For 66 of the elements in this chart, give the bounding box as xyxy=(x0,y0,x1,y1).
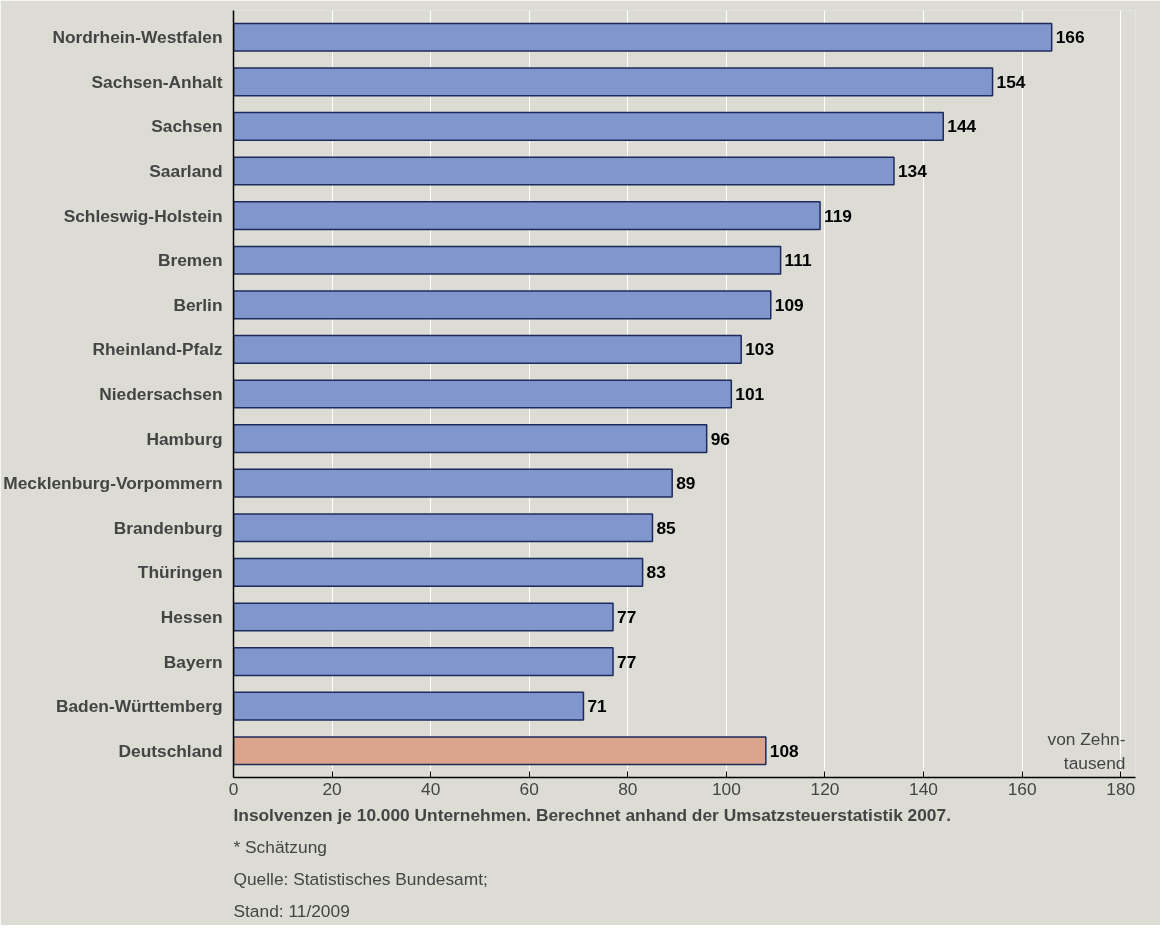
x-tick-label: 120 xyxy=(810,778,840,799)
y-tick-label: Brandenburg xyxy=(113,517,223,538)
y-tick-label: Sachsen-Anhalt xyxy=(91,71,223,92)
data-label: 77 xyxy=(617,651,637,672)
y-tick-label: Rheinland-Pfalz xyxy=(92,339,223,360)
y-tick-label: Sachsen xyxy=(151,116,223,137)
data-label: 77 xyxy=(617,606,637,627)
bar xyxy=(233,557,644,587)
text: Insolvenzen je 10.000 Unternehmen. Berechnet anhand der Umsatzsteuerstatistik 2007. xyxy=(233,804,951,825)
data-label: 103 xyxy=(745,339,775,360)
x-tick-label: 80 xyxy=(618,778,638,799)
data-label: 109 xyxy=(774,294,804,315)
bar xyxy=(233,691,585,721)
x-tick-label: 160 xyxy=(1007,778,1037,799)
bar xyxy=(233,67,994,97)
y-tick-label: Bayern xyxy=(163,651,223,672)
bar xyxy=(233,22,1053,52)
y-tick-label: Hessen xyxy=(160,606,223,627)
x-axis-title: von Zehn- tausend xyxy=(1047,729,1126,774)
bar xyxy=(233,468,673,498)
bar xyxy=(233,290,772,320)
bar xyxy=(233,736,767,766)
data-label: 111 xyxy=(784,250,812,271)
data-label: 89 xyxy=(676,473,696,494)
data-label: 154 xyxy=(996,71,1026,92)
bar xyxy=(233,334,742,364)
x-tick-label: 60 xyxy=(519,778,539,799)
data-label: 166 xyxy=(1055,27,1085,48)
y-tick-label: Deutschland xyxy=(118,740,223,761)
x-tick-label: 40 xyxy=(421,778,441,799)
x-tick-label: 140 xyxy=(909,778,939,799)
source-note: Quelle: Statistisches Bundesamt; xyxy=(233,868,488,889)
bar xyxy=(233,602,614,632)
text: * Schätzung xyxy=(233,836,327,857)
y-tick-label: Hamburg xyxy=(146,428,223,449)
data-label: 101 xyxy=(735,384,765,404)
data-label: 134 xyxy=(897,161,928,182)
x-tick-label: 0 xyxy=(228,778,239,799)
data-label: 108 xyxy=(769,740,800,761)
bar xyxy=(233,156,895,186)
bar xyxy=(233,111,945,142)
bar xyxy=(233,379,733,409)
y-tick-label: Mecklenburg-Vorpommern xyxy=(3,473,223,494)
bar xyxy=(233,424,708,454)
y-tick-label: Schleswig-Holstein xyxy=(63,205,223,226)
y-tick-label: Bremen xyxy=(157,250,223,271)
y-tick-label: Baden-Württemberg xyxy=(55,696,223,717)
bar xyxy=(233,201,821,231)
x-tick-label: 100 xyxy=(711,778,741,799)
data-label: 83 xyxy=(646,562,667,583)
x-tick-label: 180 xyxy=(1106,778,1136,799)
bar xyxy=(233,245,782,275)
text: Stand: 11/2009 xyxy=(233,900,350,921)
data-label: 119 xyxy=(824,205,853,226)
bar xyxy=(233,513,654,543)
data-label: 71 xyxy=(587,696,608,717)
bar xyxy=(233,646,614,677)
data-label: 144 xyxy=(947,116,977,137)
data-label: 96 xyxy=(710,428,731,449)
y-tick-label: Nordrhein-Westfalen xyxy=(52,27,223,48)
y-tick-label: Thüringen xyxy=(137,562,223,583)
y-tick-label: Niedersachsen xyxy=(99,384,223,404)
y-tick-label: Berlin xyxy=(173,294,223,315)
x-tick-label: 20 xyxy=(322,778,342,799)
data-label: 85 xyxy=(656,517,677,538)
y-tick-label: Saarland xyxy=(149,161,223,182)
